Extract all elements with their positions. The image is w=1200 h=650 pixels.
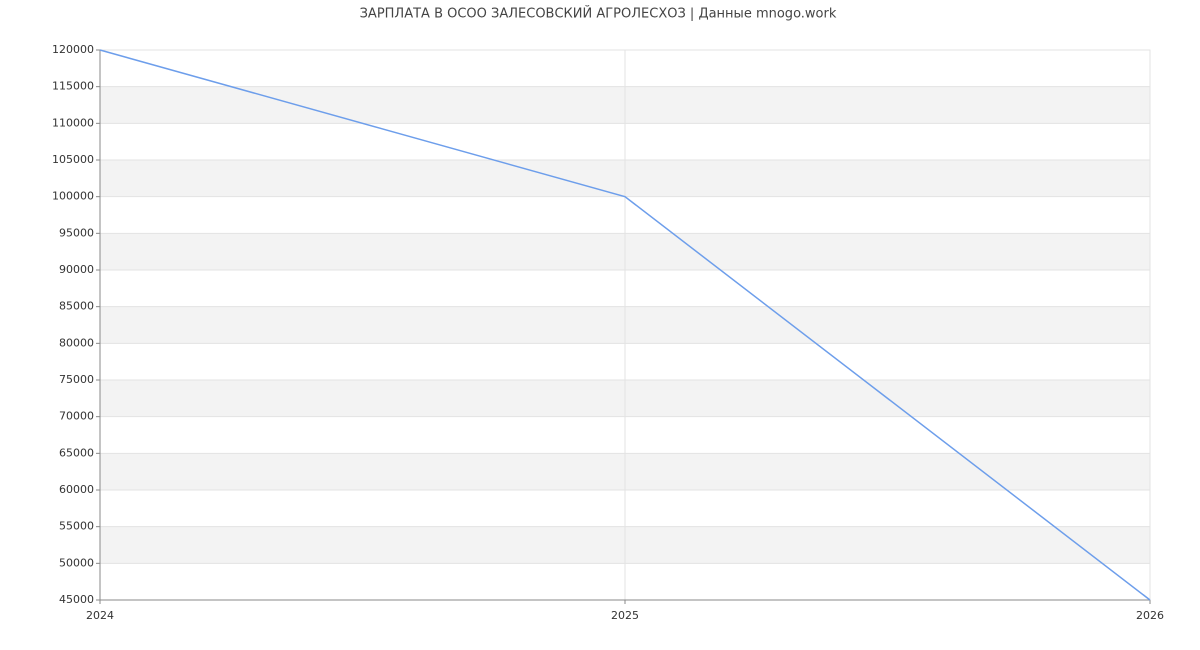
y-tick-label: 115000 xyxy=(52,80,94,93)
y-tick-label: 105000 xyxy=(52,153,94,166)
y-tick-label: 80000 xyxy=(59,336,94,349)
x-tick-label: 2024 xyxy=(86,609,114,622)
x-tick-label: 2026 xyxy=(1136,609,1164,622)
y-tick-label: 45000 xyxy=(59,593,94,606)
y-tick-label: 55000 xyxy=(59,520,94,533)
y-tick-label: 85000 xyxy=(59,300,94,313)
y-tick-label: 75000 xyxy=(59,373,94,386)
y-tick-label: 90000 xyxy=(59,263,94,276)
y-tick-label: 70000 xyxy=(59,410,94,423)
y-tick-label: 50000 xyxy=(59,556,94,569)
line xyxy=(99,49,1151,601)
chart-title: ЗАРПЛАТА В ОСОО ЗАЛЕСОВСКИЙ АГРОЛЕСХОЗ |… xyxy=(360,6,837,22)
y-tick-label: 100000 xyxy=(52,190,94,203)
y-tick-label: 60000 xyxy=(59,483,94,496)
x-tick-label: 2025 xyxy=(611,609,639,622)
y-tick-label: 65000 xyxy=(59,446,94,459)
y-tick-label: 95000 xyxy=(59,226,94,239)
y-tick-label: 120000 xyxy=(52,43,94,56)
y-tick-label: 110000 xyxy=(52,116,94,129)
